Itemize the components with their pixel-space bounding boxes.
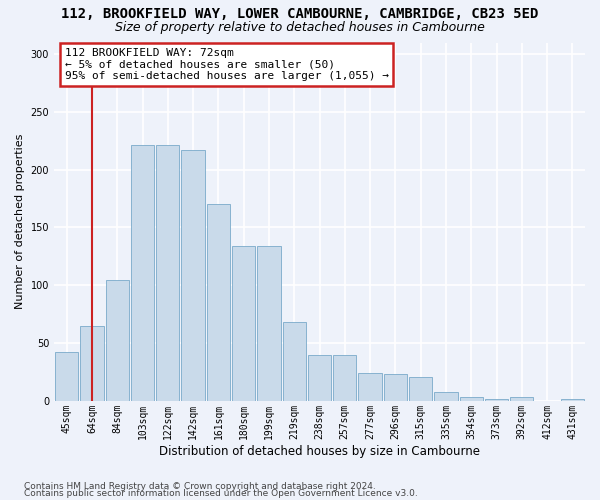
- Text: Contains HM Land Registry data © Crown copyright and database right 2024.: Contains HM Land Registry data © Crown c…: [24, 482, 376, 491]
- X-axis label: Distribution of detached houses by size in Cambourne: Distribution of detached houses by size …: [159, 444, 480, 458]
- Bar: [156, 146, 179, 401]
- Bar: [485, 398, 508, 401]
- Bar: [333, 354, 356, 401]
- Bar: [308, 354, 331, 401]
- Bar: [510, 398, 533, 401]
- Bar: [460, 398, 483, 401]
- Bar: [181, 150, 205, 401]
- Bar: [358, 373, 382, 401]
- Bar: [409, 376, 432, 401]
- Bar: [561, 398, 584, 401]
- Text: 112, BROOKFIELD WAY, LOWER CAMBOURNE, CAMBRIDGE, CB23 5ED: 112, BROOKFIELD WAY, LOWER CAMBOURNE, CA…: [61, 8, 539, 22]
- Bar: [131, 146, 154, 401]
- Bar: [434, 392, 458, 401]
- Bar: [80, 326, 104, 401]
- Bar: [384, 374, 407, 401]
- Bar: [232, 246, 256, 401]
- Y-axis label: Number of detached properties: Number of detached properties: [15, 134, 25, 310]
- Bar: [106, 280, 129, 401]
- Bar: [257, 246, 281, 401]
- Text: Contains public sector information licensed under the Open Government Licence v3: Contains public sector information licen…: [24, 490, 418, 498]
- Text: Size of property relative to detached houses in Cambourne: Size of property relative to detached ho…: [115, 21, 485, 34]
- Bar: [283, 322, 306, 401]
- Text: 112 BROOKFIELD WAY: 72sqm
← 5% of detached houses are smaller (50)
95% of semi-d: 112 BROOKFIELD WAY: 72sqm ← 5% of detach…: [65, 48, 389, 81]
- Bar: [55, 352, 79, 401]
- Bar: [207, 204, 230, 401]
